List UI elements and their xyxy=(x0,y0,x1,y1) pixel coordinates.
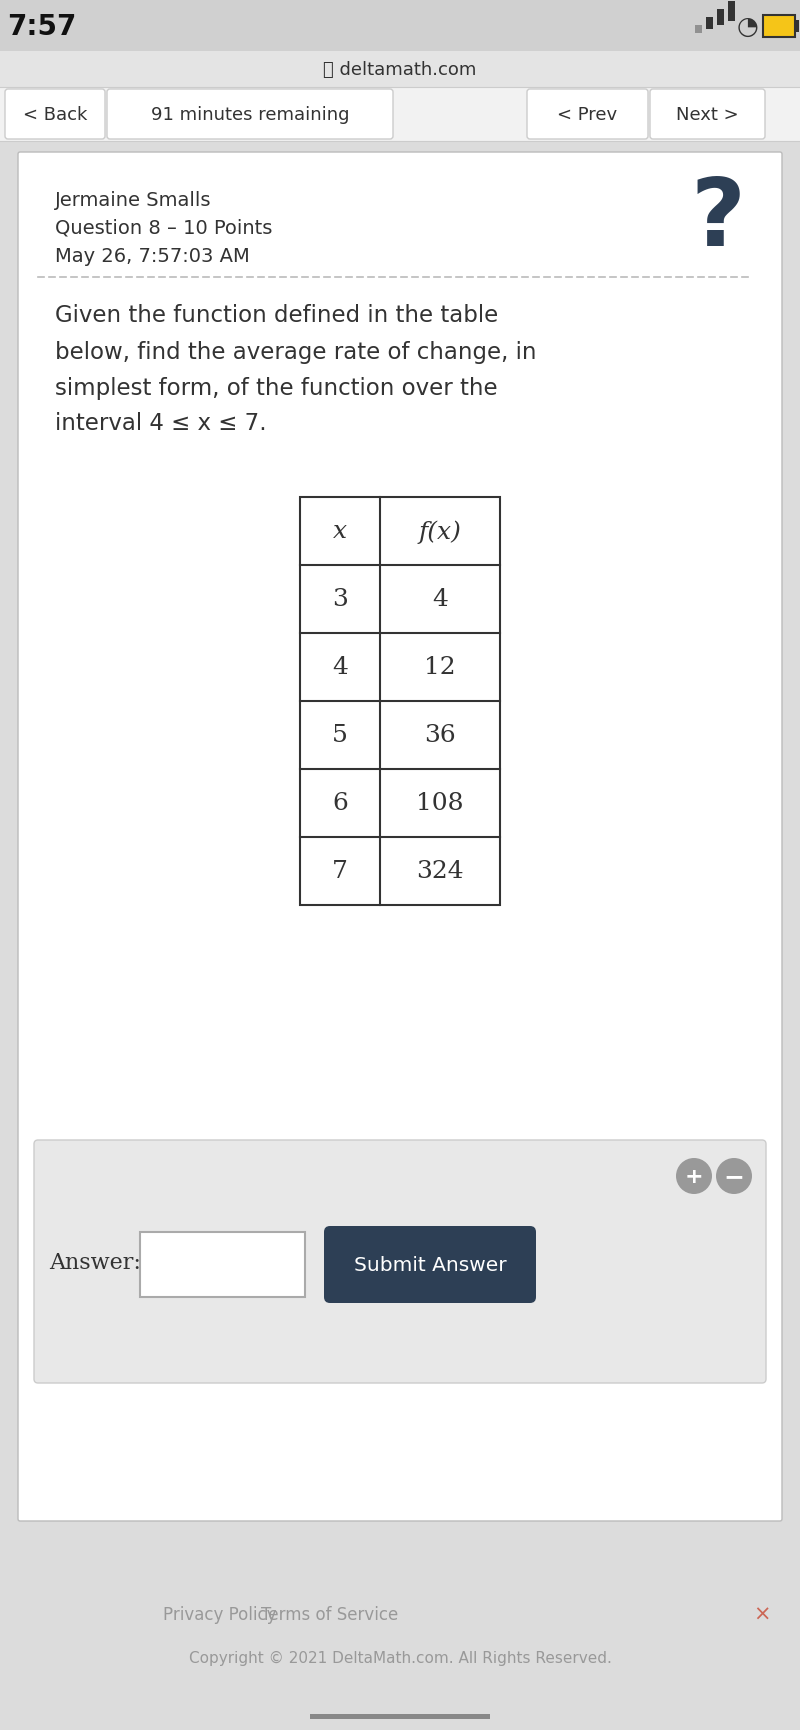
FancyBboxPatch shape xyxy=(527,90,648,140)
FancyBboxPatch shape xyxy=(18,152,782,1521)
Text: ?: ? xyxy=(690,175,746,266)
Text: 6: 6 xyxy=(332,792,348,815)
Text: Question 8 – 10 Points: Question 8 – 10 Points xyxy=(55,218,272,237)
Bar xyxy=(0,88,800,142)
Text: Privacy Policy: Privacy Policy xyxy=(163,1605,277,1623)
Text: 36: 36 xyxy=(424,725,456,747)
Text: 5: 5 xyxy=(332,725,348,747)
Bar xyxy=(763,16,795,38)
Text: 91 minutes remaining: 91 minutes remaining xyxy=(150,106,350,125)
FancyBboxPatch shape xyxy=(5,90,105,140)
Text: Answer:: Answer: xyxy=(49,1251,141,1273)
Text: 🔒 deltamath.com: 🔒 deltamath.com xyxy=(323,61,477,80)
Text: 7:57: 7:57 xyxy=(7,14,77,42)
Text: < Prev: < Prev xyxy=(558,106,618,125)
FancyBboxPatch shape xyxy=(107,90,393,140)
Text: f(x): f(x) xyxy=(418,521,462,543)
Text: Next >: Next > xyxy=(676,106,739,125)
Text: Jermaine Smalls: Jermaine Smalls xyxy=(55,190,211,209)
Text: Given the function defined in the table: Given the function defined in the table xyxy=(55,304,498,327)
Text: 3: 3 xyxy=(332,588,348,611)
Text: < Back: < Back xyxy=(23,106,87,125)
FancyBboxPatch shape xyxy=(324,1227,536,1303)
Bar xyxy=(695,26,702,35)
Text: Copyright © 2021 DeltaMath.com. All Rights Reserved.: Copyright © 2021 DeltaMath.com. All Righ… xyxy=(189,1649,611,1664)
Text: below, find the average rate of change, in: below, find the average rate of change, … xyxy=(55,341,537,363)
Text: simplest form, of the function over the: simplest form, of the function over the xyxy=(55,377,498,400)
FancyBboxPatch shape xyxy=(34,1140,766,1384)
Bar xyxy=(706,17,713,29)
Bar xyxy=(728,2,735,22)
Text: ◔: ◔ xyxy=(737,16,759,40)
Text: 108: 108 xyxy=(416,792,464,815)
Text: 7: 7 xyxy=(332,860,348,882)
Circle shape xyxy=(716,1159,752,1194)
Bar xyxy=(140,1232,305,1298)
Text: 4: 4 xyxy=(332,656,348,680)
Text: Submit Answer: Submit Answer xyxy=(354,1256,506,1275)
Bar xyxy=(310,1714,490,1720)
Text: −: − xyxy=(723,1164,745,1189)
Bar xyxy=(0,0,800,52)
Text: May 26, 7:57:03 AM: May 26, 7:57:03 AM xyxy=(55,246,250,265)
Circle shape xyxy=(676,1159,712,1194)
Bar xyxy=(0,52,800,88)
Text: +: + xyxy=(685,1166,703,1187)
Text: interval 4 ≤ x ≤ 7.: interval 4 ≤ x ≤ 7. xyxy=(55,412,266,436)
Text: x: x xyxy=(333,521,347,543)
Bar xyxy=(717,10,724,26)
Text: 324: 324 xyxy=(416,860,464,882)
Text: Terms of Service: Terms of Service xyxy=(262,1605,398,1623)
Bar xyxy=(795,21,799,33)
Text: 4: 4 xyxy=(432,588,448,611)
Text: ×: × xyxy=(754,1604,770,1624)
FancyBboxPatch shape xyxy=(650,90,765,140)
Bar xyxy=(300,498,500,905)
Text: 12: 12 xyxy=(424,656,456,680)
